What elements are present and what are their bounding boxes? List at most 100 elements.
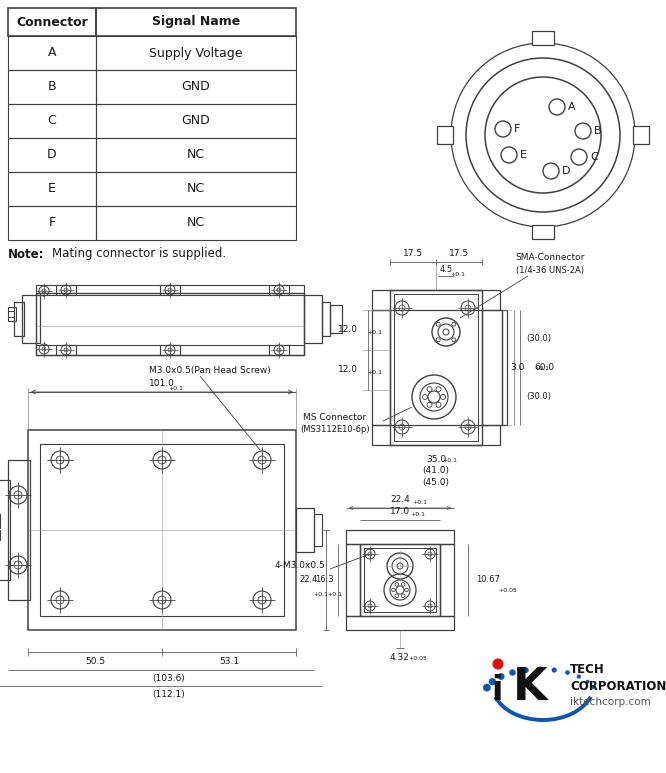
Text: 16.3: 16.3	[316, 576, 334, 584]
Bar	[8, 104, 96, 138]
Text: 22.4: 22.4	[390, 495, 410, 505]
Circle shape	[577, 675, 581, 679]
Bar	[96, 138, 296, 172]
Bar	[36, 293, 304, 355]
Text: A: A	[568, 102, 575, 112]
Bar	[36, 285, 304, 295]
Bar	[360, 544, 440, 616]
Text: +0.1: +0.1	[412, 500, 428, 506]
Text: Mating connector is supplied.: Mating connector is supplied.	[52, 247, 226, 261]
Text: Supply Voltage: Supply Voltage	[149, 46, 242, 60]
Bar	[437, 126, 453, 144]
Bar	[8, 460, 30, 600]
Bar	[372, 310, 390, 425]
Text: 35.0: 35.0	[426, 455, 446, 464]
Text: +0.1: +0.1	[327, 591, 342, 597]
Bar	[390, 290, 482, 445]
Circle shape	[483, 684, 491, 691]
Text: 17.5: 17.5	[449, 250, 469, 258]
Bar	[56, 285, 76, 295]
Text: Signal Name: Signal Name	[152, 15, 240, 29]
Circle shape	[523, 667, 529, 673]
Text: 50.5: 50.5	[85, 656, 105, 666]
Text: B: B	[594, 126, 601, 136]
Text: 101.0: 101.0	[149, 379, 175, 387]
Text: +0.05: +0.05	[498, 587, 517, 592]
Bar	[8, 206, 96, 240]
Bar	[502, 310, 507, 425]
Text: Note:: Note:	[8, 247, 45, 261]
Circle shape	[551, 668, 557, 673]
Bar	[269, 345, 289, 355]
Bar	[346, 544, 360, 616]
Text: (MS3112E10-6p): (MS3112E10-6p)	[300, 425, 370, 434]
Bar	[532, 225, 554, 239]
Text: +0.1: +0.1	[168, 386, 184, 391]
Text: E: E	[520, 150, 527, 160]
Text: (41.0): (41.0)	[422, 466, 450, 475]
Circle shape	[591, 686, 595, 690]
Text: B: B	[48, 80, 57, 94]
Text: +0.1: +0.1	[534, 366, 549, 372]
Text: C: C	[48, 114, 57, 128]
Bar	[0, 480, 10, 580]
Text: +0.1: +0.1	[442, 458, 458, 464]
Bar	[330, 305, 342, 333]
Bar	[372, 425, 500, 445]
Text: GND: GND	[182, 80, 210, 94]
Text: (1/4-36 UNS-2A): (1/4-36 UNS-2A)	[516, 265, 584, 274]
Text: M3.0x0.5(Pan Head Screw): M3.0x0.5(Pan Head Screw)	[149, 366, 271, 374]
Text: F: F	[514, 124, 520, 134]
Circle shape	[565, 670, 569, 675]
Text: F: F	[49, 216, 55, 230]
Bar	[22, 295, 40, 343]
Text: +0.1: +0.1	[367, 329, 382, 335]
Bar	[304, 295, 322, 343]
Text: +0.1: +0.1	[313, 591, 328, 597]
Bar	[8, 138, 96, 172]
Bar	[346, 616, 454, 630]
Text: SMA-Connector: SMA-Connector	[515, 254, 585, 263]
Bar	[96, 36, 296, 70]
Text: (103.6): (103.6)	[153, 675, 185, 683]
Bar	[633, 126, 649, 144]
Bar	[96, 70, 296, 104]
Circle shape	[537, 666, 543, 672]
Text: D: D	[562, 166, 571, 176]
Bar	[160, 345, 180, 355]
Bar	[8, 8, 96, 36]
Text: 3.0: 3.0	[510, 363, 524, 372]
Bar	[314, 514, 322, 546]
Bar	[28, 430, 296, 630]
Text: +0.1: +0.1	[450, 271, 466, 277]
Text: 4.32: 4.32	[390, 652, 410, 662]
Bar	[8, 307, 16, 321]
Text: TECH
CORPORATION: TECH CORPORATION	[570, 663, 666, 693]
Bar	[346, 530, 454, 544]
Circle shape	[492, 659, 503, 669]
Bar	[372, 290, 500, 310]
Bar	[8, 36, 96, 70]
Bar	[269, 285, 289, 295]
Text: 10.67: 10.67	[476, 576, 500, 584]
Bar	[56, 345, 76, 355]
Text: +0.1: +0.1	[367, 369, 382, 374]
Text: 17.0: 17.0	[390, 508, 410, 516]
Circle shape	[509, 669, 515, 676]
Text: D: D	[47, 148, 57, 162]
Bar	[322, 302, 330, 336]
Text: 22.4: 22.4	[300, 576, 318, 584]
Bar	[96, 104, 296, 138]
Text: NC: NC	[187, 182, 205, 196]
Text: MS Connector: MS Connector	[304, 413, 366, 421]
Text: (30.0): (30.0)	[526, 391, 551, 400]
Bar	[36, 345, 304, 355]
Text: NC: NC	[187, 148, 205, 162]
Text: 60.0: 60.0	[534, 363, 554, 372]
Bar	[8, 172, 96, 206]
Text: i: i	[492, 673, 503, 707]
Text: +0.05: +0.05	[408, 656, 428, 662]
Bar	[394, 294, 478, 441]
Bar	[14, 302, 24, 336]
Text: C: C	[590, 152, 598, 162]
